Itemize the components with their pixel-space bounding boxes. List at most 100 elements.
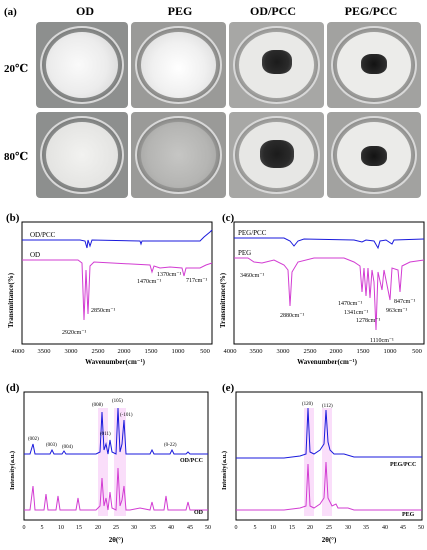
ftir-c-annot-2880: 2880cm⁻¹: [280, 313, 304, 319]
ftir-b-tick: 1500: [145, 348, 158, 355]
xrd-d-peak-m101: (-101): [120, 413, 133, 418]
ftir-c-tick: 1500: [357, 348, 370, 355]
peg-pcc-spectrum: [234, 237, 425, 250]
ftir-c-annot-3460: 3460cm⁻¹: [240, 273, 264, 279]
panel-c-ftir-chart: PEG/PCC PEG 3460cm⁻¹ 2880cm⁻¹ 1470cm⁻¹ 1…: [219, 221, 425, 366]
ftir-c-tick: 4000: [224, 348, 237, 355]
panel-c-letter: (c): [222, 212, 235, 224]
panel-d-xrd-chart: (002) (003) (004) (008) (011) (105) (-10…: [9, 391, 212, 544]
ftir-c-annot-847: 847cm⁻¹: [394, 299, 415, 305]
ftir-c-tick: 1000: [384, 348, 397, 355]
ftir-c-annot-963: 963cm⁻¹: [386, 308, 407, 314]
xrd-e-tick: 40: [382, 525, 388, 531]
xrd-d-peak-003: (003): [46, 443, 57, 448]
ftir-c-tick: 3500: [250, 348, 263, 355]
xrd-e-tick: 10: [270, 525, 276, 531]
ftir-b-annot-1370: 1370cm⁻¹: [157, 272, 181, 278]
xrd-d-tick: 45: [187, 525, 193, 531]
od-pcc-pattern: [24, 407, 208, 455]
peg-spectrum: [234, 257, 425, 331]
od-spectrum: [22, 259, 213, 321]
ftir-c-legend-peg-pcc: PEG/PCC: [238, 229, 267, 237]
photo-peg-pcc-20c: [327, 22, 421, 108]
ftir-b-annot-717: 717cm⁻¹: [186, 278, 207, 284]
xrd-d-tick: 30: [131, 525, 137, 531]
panel-e-letter: (e): [222, 382, 235, 394]
panel-a-letter: (a): [4, 6, 17, 18]
photo-peg-20c: [131, 22, 226, 108]
ftir-b-annot-2850: 2850cm⁻¹: [91, 308, 115, 314]
xrd-d-tick-labels: 0 5 10 15 20 25 30 35 40 45 50: [23, 525, 212, 531]
ftir-b-tick-labels: 4000 3500 3000 2500 2000 1500 1000 500: [12, 348, 210, 355]
photo-peg-80c: [131, 112, 226, 198]
photo-od-20c: [36, 22, 128, 108]
row-header-80c: 80℃: [4, 151, 29, 163]
xrd-d-ylabel: Intensity(a.u.): [9, 451, 16, 490]
panel-e-xrd-chart: (120) (112) PEG/PCC PEG Intensity(a.u.) …: [221, 391, 425, 544]
ftir-c-annot-1470: 1470cm⁻¹: [338, 301, 362, 307]
ftir-c-tick: 3000: [277, 348, 290, 355]
column-header-od: OD: [76, 4, 94, 18]
xrd-d-peak-105: (105): [112, 399, 123, 404]
ftir-b-ylabel: Transmittance(%): [7, 272, 15, 328]
column-header-peg-pcc: PEG/PCC: [344, 4, 398, 18]
ftir-b-tick: 1000: [172, 348, 185, 355]
xrd-e-tick: 45: [400, 525, 406, 531]
ftir-b-tick: 3000: [65, 348, 78, 355]
ftir-b-legend-od: OD: [30, 251, 40, 259]
ftir-c-xlabel: Wavenumber(cm⁻¹): [297, 358, 358, 366]
ftir-c-legend-peg: PEG: [238, 249, 251, 257]
ftir-b-xlabel: Wavenumber(cm⁻¹): [85, 358, 146, 366]
ftir-b-tick: 500: [200, 348, 210, 355]
column-header-peg: PEG: [167, 4, 193, 18]
ftir-c-tick-labels: 4000 3500 3000 2500 2000 1500 1000 500: [224, 348, 422, 355]
ftir-b-legend-od-pcc: OD/PCC: [30, 231, 56, 239]
ftir-c-tick: 2000: [330, 348, 343, 355]
xrd-e-tick-labels: 0 5 10 15 20 25 30 35 40 45 50: [235, 525, 425, 531]
photo-peg-pcc-80c: [327, 112, 421, 198]
xrd-d-legend-od: OD: [194, 510, 204, 516]
panel-b-letter: (b): [6, 212, 20, 224]
row-header-20c: 20℃: [4, 63, 29, 75]
xrd-d-tick: 0: [23, 525, 26, 531]
xrd-e-legend-peg-pcc: PEG/PCC: [390, 462, 416, 468]
xrd-e-tick: 20: [307, 525, 313, 531]
panel-d-letter: (d): [6, 382, 20, 394]
ftir-c-ylabel: Transmittance(%): [219, 272, 227, 328]
xrd-e-peak-120: (120): [302, 402, 313, 407]
xrd-d-peak-002: (002): [28, 437, 39, 442]
ftir-b-annot-1470: 1470cm⁻¹: [137, 279, 161, 285]
xrd-d-peak-004: (004): [62, 445, 73, 450]
xrd-d-peak-0m22: (0-22): [164, 443, 177, 448]
photo-od-pcc-80c: [229, 112, 324, 198]
ftir-c-annot-1110: 1110cm⁻¹: [370, 338, 394, 344]
xrd-d-peak-011: (011): [100, 432, 111, 437]
xrd-e-tick: 0: [235, 525, 238, 531]
peg-pcc-pattern: [236, 407, 422, 459]
xrd-d-tick: 25: [113, 525, 119, 531]
column-header-od-pcc: OD/PCC: [250, 4, 296, 18]
xrd-d-tick: 35: [150, 525, 156, 531]
xrd-d-peak-008: (008): [92, 403, 103, 408]
xrd-d-tick: 10: [58, 525, 64, 531]
xrd-e-tick: 25: [326, 525, 332, 531]
xrd-e-tick: 15: [289, 525, 295, 531]
xrd-e-tick: 5: [254, 525, 257, 531]
ftir-b-tick: 2000: [118, 348, 131, 355]
panel-b-ftir-chart: OD/PCC OD 2920cm⁻¹ 2850cm⁻¹ 1470cm⁻¹ 137…: [7, 221, 213, 366]
xrd-d-tick: 15: [76, 525, 82, 531]
ftir-b-tick: 3500: [38, 348, 51, 355]
photo-od-80c: [36, 112, 128, 198]
od-pcc-spectrum: [22, 229, 213, 249]
ftir-b-tick: 4000: [12, 348, 25, 355]
xrd-e-tick: 30: [345, 525, 351, 531]
peg-pattern: [236, 461, 422, 511]
xrd-e-tick: 35: [363, 525, 369, 531]
xrd-d-tick: 20: [95, 525, 101, 531]
xrd-e-xlabel: 2θ(°): [322, 536, 337, 544]
xrd-d-legend-od-pcc: OD/PCC: [180, 458, 203, 464]
xrd-e-legend-peg: PEG: [402, 512, 415, 518]
ftir-c-tick: 2500: [304, 348, 317, 355]
xrd-d-xlabel: 2θ(°): [109, 536, 124, 544]
ftir-b-tick: 2500: [92, 348, 105, 355]
